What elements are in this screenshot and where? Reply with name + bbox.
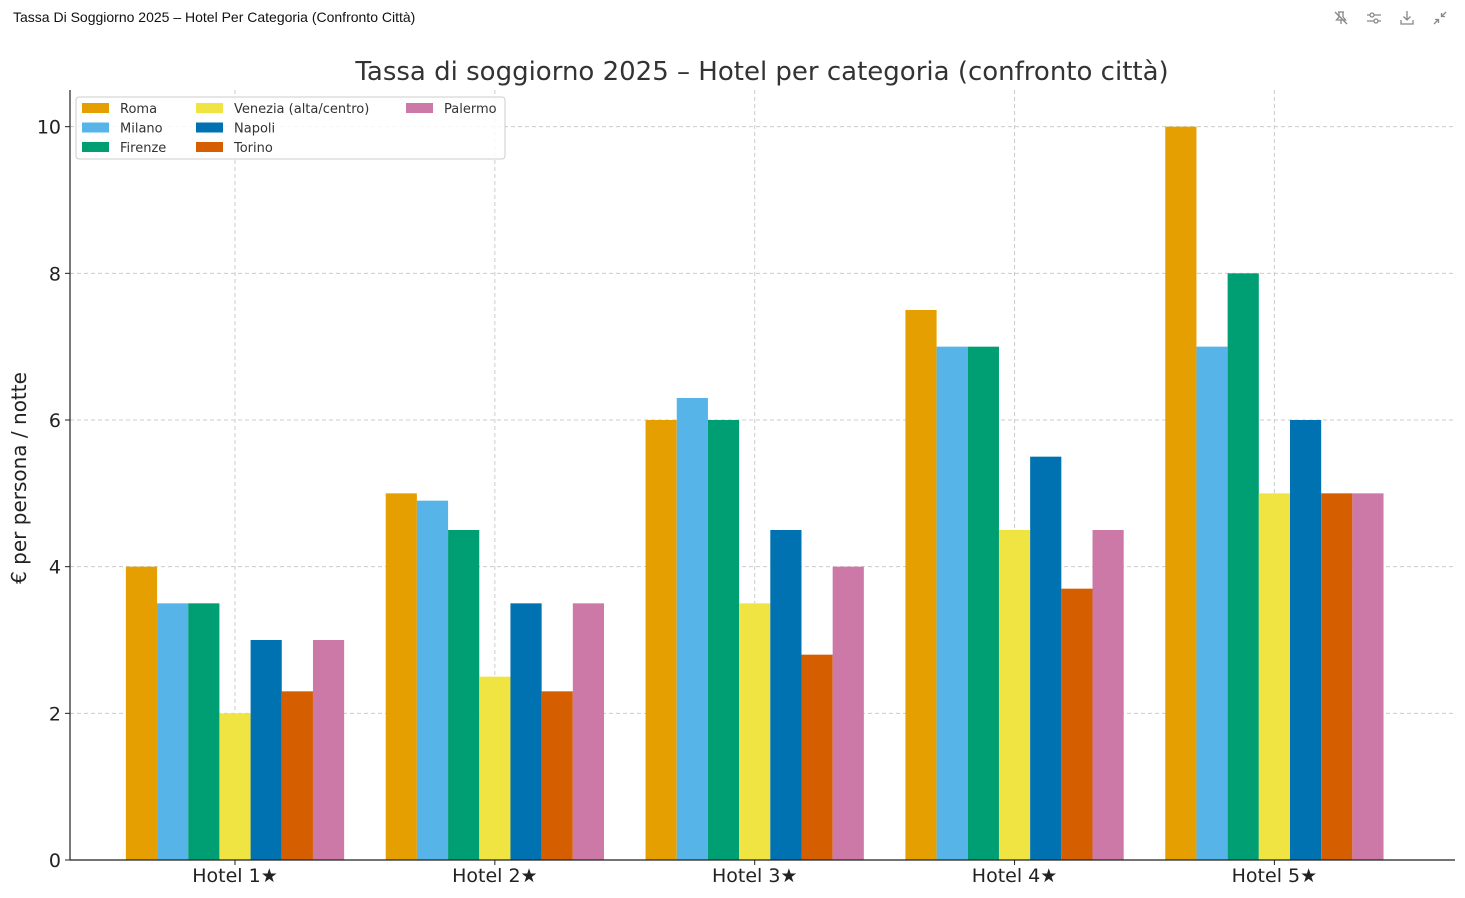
legend-swatch [196, 103, 223, 113]
legend-swatch [82, 122, 109, 133]
window-header: Tassa Di Soggiorno 2025 – Hotel Per Cate… [0, 0, 1465, 36]
bar-torino [1061, 588, 1093, 860]
y-tick-label: 2 [49, 703, 61, 725]
bar-napoli [1030, 456, 1062, 860]
bar-milano [416, 500, 449, 860]
download-icon [1399, 10, 1414, 25]
x-tick-label: Hotel 1★ [192, 865, 278, 887]
bar-milano [1196, 346, 1228, 861]
pin-off-icon [1334, 10, 1347, 24]
bar-palermo [572, 603, 604, 860]
bar-milano [157, 603, 189, 860]
chart-toolbar [1329, 6, 1451, 29]
bar-roma [125, 566, 158, 860]
bar-roma [385, 493, 417, 860]
y-axis-label: € per persona / notte [7, 372, 31, 584]
bar-palermo [312, 640, 345, 860]
bar-venezia [1258, 493, 1290, 860]
sliders-icon [1366, 11, 1381, 24]
legend-label: Firenze [120, 141, 166, 156]
legend-box [75, 96, 506, 160]
bar-torino [541, 691, 573, 860]
x-tick-label: Hotel 2★ [452, 865, 538, 887]
y-tick-label: 10 [37, 117, 61, 139]
y-tick-label: 4 [49, 557, 61, 579]
legend-label: Roma [120, 102, 157, 117]
bar-torino [1321, 493, 1353, 860]
legend-label: Milano [120, 122, 163, 137]
y-tick-label: 6 [49, 410, 61, 432]
bar-firenze [967, 346, 999, 861]
filter-button[interactable] [1362, 6, 1385, 29]
unpin-button[interactable] [1329, 6, 1352, 29]
bar-palermo [1092, 530, 1124, 860]
axes: 0 2 4 6 8 10 Hotel 1★ Hotel 2★ Hotel 3★ Hotel 4★ H… [37, 90, 1455, 887]
download-button[interactable] [1395, 6, 1418, 29]
legend-label: Venezia (alta/centro) [234, 102, 369, 117]
legend-label: Torino [233, 141, 273, 156]
bar-palermo [1352, 493, 1384, 860]
y-tick-label: 8 [49, 263, 61, 285]
legend-label: Napoli [234, 122, 275, 137]
bar-venezia [998, 530, 1031, 860]
bar-venezia [739, 603, 771, 860]
x-tick-label: Hotel 4★ [972, 865, 1058, 887]
legend-swatch [82, 103, 109, 113]
legend-swatch [196, 142, 223, 152]
bar-napoli [770, 530, 802, 860]
bar-torino [281, 691, 313, 860]
bar-firenze [707, 420, 740, 860]
y-tick-label: 0 [49, 850, 61, 872]
chart-title: Tassa di soggiorno 2025 – Hotel per cate… [354, 57, 1168, 87]
bar-napoli [510, 603, 542, 860]
bar-firenze [448, 530, 480, 860]
bar-roma [1165, 126, 1197, 860]
bar-napoli [250, 640, 282, 860]
bar-venezia [479, 676, 511, 860]
collapse-icon [1433, 11, 1446, 24]
bars [125, 126, 1384, 861]
legend-swatch [82, 142, 109, 152]
legend: Roma Milano Firenze Venezia (alta/centro) Na… [75, 96, 506, 160]
window-title: Tassa Di Soggiorno 2025 – Hotel Per Cate… [13, 9, 416, 25]
legend-swatch [406, 103, 433, 113]
legend-swatch [196, 122, 223, 133]
bar-napoli [1289, 420, 1322, 860]
bar-torino [801, 654, 833, 860]
bar-milano [936, 346, 968, 861]
bar-roma [905, 310, 937, 860]
x-tick-label: Hotel 3★ [712, 865, 798, 887]
bar-milano [676, 398, 708, 860]
bar-firenze [188, 603, 220, 860]
x-tick-label: Hotel 5★ [1232, 865, 1318, 887]
bar-roma [645, 420, 677, 860]
bar-venezia [219, 713, 251, 860]
bar-firenze [1227, 273, 1259, 860]
legend-label: Palermo [444, 102, 497, 117]
collapse-button[interactable] [1428, 6, 1451, 29]
bar-palermo [832, 566, 864, 860]
grid-lines [70, 90, 1455, 860]
